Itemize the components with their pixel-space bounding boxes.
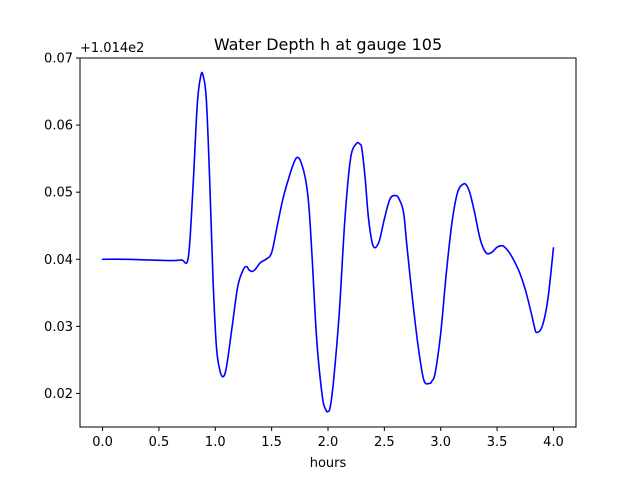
y-tick-label: 0.03 [44,320,73,335]
x-tick-label: 3.5 [487,435,508,450]
plot-frame [79,57,577,428]
chart-title: Water Depth h at gauge 105 [214,35,442,54]
y-tick-label: 0.04 [44,253,73,268]
y-tick-label: 0.06 [44,119,73,134]
plot-area [101,71,555,413]
x-axis: 0.0 0.5 1.0 1.5 2.0 2.5 3.0 3.5 4.0 [92,427,564,450]
y-tick-label: 0.05 [44,186,73,201]
x-tick-label: 2.5 [374,435,395,450]
x-tick-label: 0.5 [149,435,170,450]
y-axis: 0.02 0.03 0.04 0.05 0.06 0.07 [44,52,80,402]
x-tick-label: 0.0 [92,435,113,450]
series-line-0 [101,71,555,413]
x-tick-label: 3.0 [430,435,451,450]
x-tick-label: 1.5 [261,435,282,450]
x-tick-label: 2.0 [318,435,339,450]
x-tick-label: 4.0 [543,435,564,450]
y-tick-label: 0.07 [44,52,73,67]
x-axis-label: hours [310,456,347,471]
x-tick-label: 1.0 [205,435,226,450]
y-tick-label: 0.02 [44,387,73,402]
y-offset-label: +1.014e2 [80,41,144,56]
